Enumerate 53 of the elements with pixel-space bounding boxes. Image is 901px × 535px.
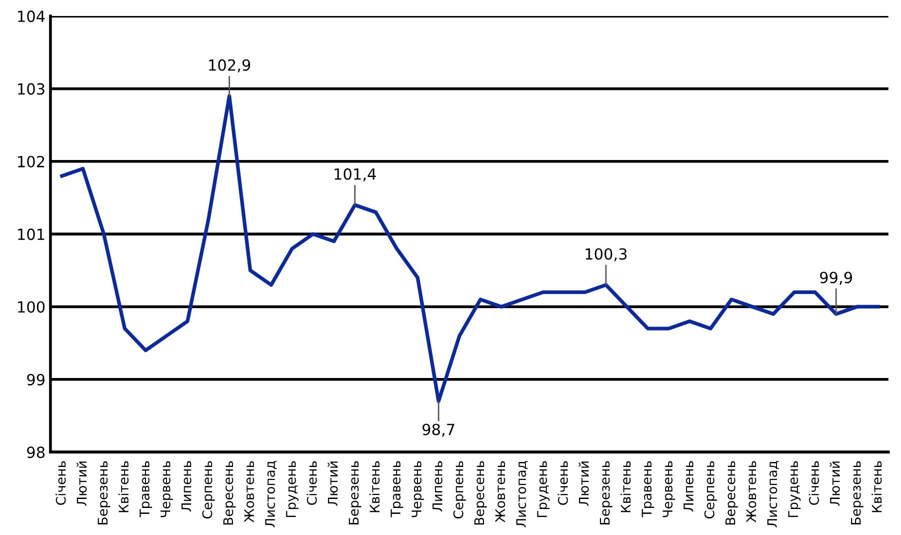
y-tick-label: 98	[27, 446, 45, 458]
x-tick-label: Вересень	[474, 461, 487, 525]
x-tick-label: Жовтень	[495, 461, 506, 522]
x-tick-label: Січень	[306, 461, 317, 505]
y-tick-label: 103	[18, 83, 44, 95]
x-tick-label: Серпень	[202, 461, 215, 519]
x-tick-label: Травень	[390, 461, 404, 518]
x-tick-label: Квітень	[369, 461, 380, 512]
x-tick-label: Листопад	[767, 461, 779, 528]
annotation: 99,9	[820, 272, 852, 285]
x-tick-label: Березень	[348, 461, 362, 524]
x-tick-label: Липень	[182, 461, 192, 512]
x-tick-label: Березень	[600, 461, 612, 524]
x-tick-label: Січень	[56, 461, 66, 505]
y-tick-label: 102	[18, 156, 44, 168]
x-tick-label: Лютий	[830, 462, 840, 506]
annotation: 102,9	[209, 59, 250, 72]
x-tick-label: Березень	[851, 461, 864, 524]
annotation: 101,4	[334, 168, 376, 182]
x-tick-label: Липень	[432, 461, 442, 512]
x-tick-label: Квітень	[872, 461, 882, 512]
x-tick-label: Грудень	[286, 461, 298, 517]
x-tick-label: Червень	[412, 461, 424, 518]
y-tick-label: 100	[18, 301, 45, 313]
x-tick-label: Січень	[558, 461, 568, 505]
x-tick-label: Липень	[684, 461, 694, 512]
x-tick-label: Лютий	[328, 462, 338, 506]
x-tick-label: Червень	[160, 461, 173, 518]
x-tick-label: Вересень	[725, 461, 738, 525]
x-tick-label: Червень	[662, 461, 676, 518]
line-series	[60, 94, 880, 404]
x-tick-label: Квітень	[620, 461, 631, 512]
x-tick-label: Жовтень	[746, 461, 756, 522]
x-tick-label: Грудень	[788, 461, 801, 517]
y-tick-label: 101	[18, 228, 44, 240]
x-tick-label: Січень	[808, 461, 819, 505]
y-tick-label: 99	[27, 374, 45, 386]
x-tick-label: Листопад	[265, 461, 277, 528]
x-tick-label: Серпень	[704, 461, 717, 519]
x-tick-label: Жовтень	[244, 461, 254, 522]
annotation: 98,7	[422, 424, 454, 437]
y-tick-label: 104	[18, 10, 45, 22]
x-tick-label: Лютий	[578, 462, 589, 506]
x-tick-label: Листопад	[516, 461, 528, 528]
x-tick-label: Серпень	[453, 461, 466, 519]
x-tick-label: Вересень	[223, 461, 236, 525]
x-tick-label: Травень	[140, 461, 152, 518]
annotation: 100,3	[586, 248, 627, 262]
x-tick-label: Грудень	[537, 461, 550, 517]
x-tick-label: Квітень	[118, 461, 129, 512]
x-tick-label: Травень	[642, 461, 654, 518]
x-tick-label: Лютий	[76, 462, 87, 506]
x-tick-label: Березень	[98, 461, 110, 524]
